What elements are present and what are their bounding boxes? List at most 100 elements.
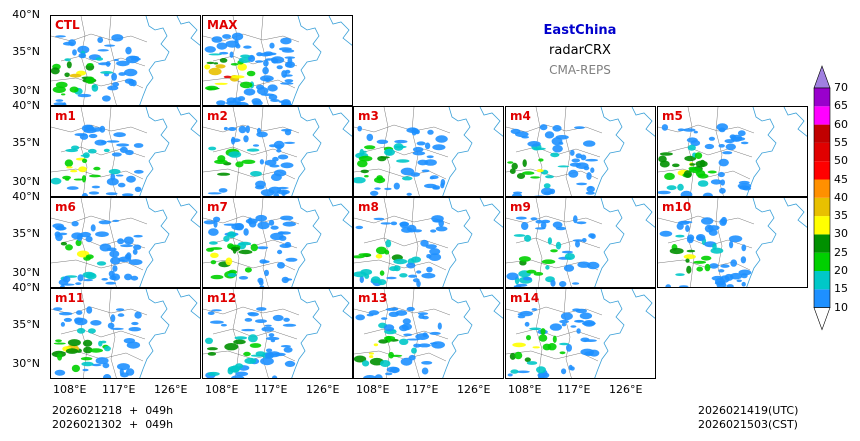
echo-cell [83, 346, 93, 354]
echo-cell [257, 246, 269, 250]
echo-cell [729, 272, 743, 280]
echo-cell [216, 100, 226, 105]
echo-cell [416, 141, 426, 146]
echo-cell [113, 132, 126, 138]
echo-cell [264, 269, 269, 277]
echo-cell [265, 58, 274, 61]
echo-cell [702, 192, 714, 196]
echo-cell [429, 342, 438, 345]
echo-cell [359, 275, 364, 284]
echo-cell [223, 75, 232, 79]
echo-cell [281, 99, 292, 105]
echo-cell [426, 266, 433, 273]
echo-cell [243, 45, 252, 49]
echo-cell [227, 231, 237, 239]
echo-cell [417, 312, 429, 315]
echo-cell [124, 273, 133, 281]
echo-cell [418, 343, 431, 348]
echo-cell [686, 137, 698, 143]
echo-cell [385, 372, 393, 376]
echo-cell [119, 368, 124, 376]
echo-cell [134, 186, 142, 192]
echo-cell [530, 217, 538, 221]
echo-cell [725, 143, 736, 151]
echo-cell [399, 221, 409, 229]
echo-cell [229, 51, 234, 58]
echo-cell [75, 282, 82, 285]
echo-cell [71, 221, 79, 227]
coastline-korea [176, 107, 200, 137]
coastline-korea [631, 198, 655, 228]
y-tick-label: 35°N [12, 318, 40, 331]
echo-cell [536, 366, 546, 374]
echo-cell [213, 62, 219, 65]
province-border [232, 198, 240, 287]
province-border [667, 146, 753, 158]
coastline-korea [176, 289, 200, 319]
colorbar-segment [814, 179, 830, 198]
colorbar [813, 65, 831, 331]
panel-label: m11 [55, 291, 85, 305]
echo-cell [432, 144, 446, 151]
echo-cell [134, 311, 142, 319]
echo-cell [215, 64, 226, 69]
echo-cell [90, 320, 102, 326]
echo-cell [109, 275, 117, 281]
province-border [354, 124, 451, 134]
echo-cell [131, 321, 139, 326]
echo-cell [681, 220, 693, 224]
echo-cell [541, 219, 551, 224]
colorbar-extend-max [813, 65, 831, 89]
echo-cell [720, 179, 725, 186]
y-tick-label: 30°N [12, 266, 40, 279]
echo-cell [79, 133, 89, 140]
echo-cell [507, 373, 513, 377]
echo-cell [364, 175, 369, 178]
echo-cell [90, 224, 96, 232]
province-border [260, 289, 269, 378]
echo-cell [555, 241, 562, 250]
y-tick-label: 30°N [12, 175, 40, 188]
echo-cell [415, 333, 430, 340]
echo-cell [64, 58, 71, 62]
echo-cell [552, 144, 563, 153]
echo-cell [111, 34, 124, 42]
echo-cell [678, 285, 689, 287]
province-border [563, 107, 572, 196]
echo-cell [101, 140, 107, 144]
echo-cell [210, 274, 224, 280]
echo-cell [435, 135, 448, 143]
panel-label: m2 [207, 109, 228, 123]
echo-cell [108, 270, 115, 277]
echo-cell [561, 250, 573, 254]
echo-cell [717, 171, 725, 178]
panel-label: m3 [358, 109, 379, 123]
panel-m12: m12 [202, 288, 353, 379]
echo-cell [76, 327, 86, 334]
x-tick-label: 126°E [609, 383, 643, 396]
echo-cell [255, 180, 266, 188]
province-border [212, 146, 298, 158]
echo-cell [359, 148, 365, 157]
echo-cell [710, 179, 722, 185]
panel-label: m12 [207, 291, 237, 305]
echo-cell [55, 35, 66, 38]
echo-cell [82, 279, 94, 282]
echo-cell [399, 273, 408, 278]
echo-cell [112, 265, 118, 272]
coastline [746, 198, 777, 287]
echo-cell [65, 244, 73, 251]
echo-cell [418, 314, 425, 319]
echo-cell [385, 307, 398, 311]
echo-cell [248, 334, 258, 343]
echo-cell [223, 235, 230, 242]
echo-cell [280, 215, 294, 221]
echo-cell [69, 86, 79, 93]
echo-cell [243, 88, 256, 96]
echo-cell [675, 234, 685, 238]
echo-cell [729, 240, 734, 249]
echo-cell [112, 219, 120, 222]
echo-cell [686, 265, 692, 274]
echo-cell [437, 322, 442, 330]
echo-cell [374, 177, 386, 184]
